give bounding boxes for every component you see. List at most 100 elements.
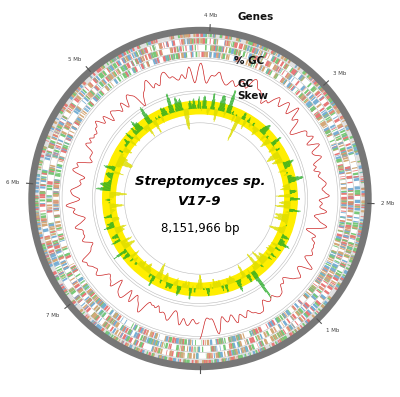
Wedge shape — [355, 206, 360, 207]
Wedge shape — [277, 316, 281, 322]
Wedge shape — [252, 337, 255, 342]
Wedge shape — [276, 59, 281, 65]
Wedge shape — [71, 266, 76, 269]
Wedge shape — [179, 338, 182, 344]
Wedge shape — [81, 81, 85, 85]
Wedge shape — [55, 174, 60, 175]
Wedge shape — [349, 259, 355, 264]
Wedge shape — [187, 39, 190, 44]
Wedge shape — [355, 152, 361, 155]
Wedge shape — [88, 299, 92, 304]
Wedge shape — [215, 353, 218, 358]
Wedge shape — [170, 48, 172, 53]
Wedge shape — [88, 92, 94, 97]
Wedge shape — [33, 196, 38, 199]
Wedge shape — [41, 248, 46, 250]
Wedge shape — [54, 208, 59, 209]
Wedge shape — [340, 179, 346, 180]
Wedge shape — [358, 229, 364, 233]
Wedge shape — [323, 102, 329, 107]
Wedge shape — [150, 46, 152, 52]
Circle shape — [62, 61, 338, 336]
Wedge shape — [50, 252, 55, 256]
Wedge shape — [177, 338, 179, 344]
Wedge shape — [151, 353, 155, 359]
Wedge shape — [106, 76, 110, 81]
Wedge shape — [354, 187, 360, 190]
Wedge shape — [330, 269, 335, 273]
Wedge shape — [234, 357, 236, 362]
Wedge shape — [325, 278, 330, 281]
Wedge shape — [53, 242, 59, 245]
Wedge shape — [266, 330, 270, 336]
Wedge shape — [326, 274, 332, 278]
Wedge shape — [101, 312, 105, 316]
Wedge shape — [339, 128, 344, 131]
Wedge shape — [84, 285, 88, 288]
Wedge shape — [302, 97, 307, 101]
Wedge shape — [221, 358, 224, 364]
Wedge shape — [131, 61, 134, 66]
Wedge shape — [334, 106, 340, 110]
Wedge shape — [145, 48, 148, 53]
Wedge shape — [218, 339, 221, 344]
Wedge shape — [248, 53, 251, 59]
Wedge shape — [133, 332, 137, 338]
Wedge shape — [94, 305, 98, 310]
Wedge shape — [40, 191, 45, 193]
Wedge shape — [236, 335, 240, 340]
Wedge shape — [150, 353, 154, 358]
Wedge shape — [328, 273, 333, 276]
Wedge shape — [304, 99, 309, 104]
Wedge shape — [33, 204, 38, 206]
Wedge shape — [350, 235, 356, 239]
Wedge shape — [188, 353, 192, 358]
Wedge shape — [350, 258, 355, 260]
Wedge shape — [128, 344, 133, 351]
Wedge shape — [164, 56, 167, 62]
Wedge shape — [330, 268, 335, 272]
Wedge shape — [46, 153, 51, 157]
Wedge shape — [78, 278, 84, 282]
Wedge shape — [232, 42, 234, 47]
Wedge shape — [67, 135, 72, 139]
Wedge shape — [280, 330, 284, 336]
Wedge shape — [134, 332, 137, 338]
Wedge shape — [341, 202, 347, 204]
Wedge shape — [33, 197, 38, 199]
Wedge shape — [71, 126, 77, 131]
Wedge shape — [115, 70, 119, 75]
Wedge shape — [141, 350, 145, 356]
Wedge shape — [302, 96, 306, 101]
Wedge shape — [327, 297, 333, 302]
Wedge shape — [35, 222, 40, 224]
Wedge shape — [315, 112, 320, 118]
Wedge shape — [151, 39, 154, 44]
Wedge shape — [122, 334, 127, 340]
Wedge shape — [329, 256, 334, 260]
Wedge shape — [34, 211, 39, 212]
Wedge shape — [322, 124, 327, 127]
Wedge shape — [229, 344, 231, 349]
Wedge shape — [348, 242, 354, 245]
Wedge shape — [299, 318, 303, 322]
Wedge shape — [48, 223, 54, 225]
Wedge shape — [105, 77, 110, 82]
Wedge shape — [284, 64, 288, 69]
Wedge shape — [217, 53, 220, 58]
Wedge shape — [282, 79, 287, 84]
Wedge shape — [312, 303, 318, 308]
Wedge shape — [337, 270, 342, 274]
Wedge shape — [114, 62, 118, 68]
Text: Streptomyces sp.: Streptomyces sp. — [135, 175, 265, 188]
Wedge shape — [62, 247, 68, 251]
Wedge shape — [233, 335, 236, 341]
Wedge shape — [352, 143, 358, 146]
Wedge shape — [78, 116, 83, 120]
Wedge shape — [360, 180, 366, 181]
Wedge shape — [340, 178, 346, 179]
Wedge shape — [143, 329, 146, 334]
Wedge shape — [309, 94, 314, 99]
Wedge shape — [276, 341, 280, 346]
Wedge shape — [334, 243, 339, 245]
